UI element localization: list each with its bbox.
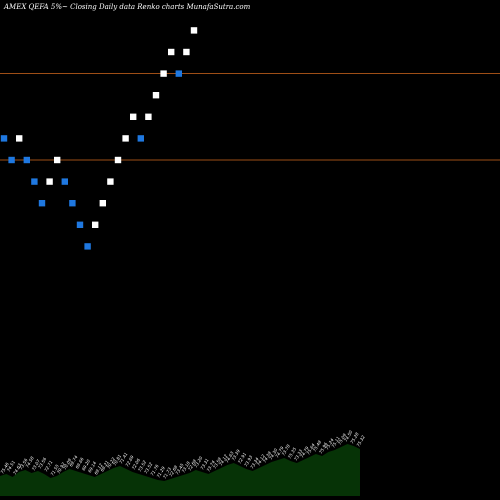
price-label: 71.73 — [162, 466, 172, 479]
price-label: 71.55 — [50, 463, 60, 476]
price-label: 73.56 — [37, 456, 47, 469]
price-label: 69.21 — [99, 459, 109, 472]
renko-brick-down — [23, 156, 30, 164]
price-label: 71.41 — [118, 451, 128, 464]
renko-bricks — [0, 27, 198, 250]
price-label: 71.29 — [156, 465, 166, 478]
price-label: 72.68 — [168, 464, 178, 477]
price-label: 73.07 — [31, 458, 41, 471]
price-label: 74.63 — [12, 462, 22, 475]
price-label: 74.58 — [25, 455, 35, 468]
price-label: 73.56 — [18, 457, 28, 470]
price-label: 69.12 — [93, 462, 103, 475]
price-label: 74.51 — [6, 459, 16, 472]
renko-brick-down — [8, 156, 15, 164]
price-label: 70.92 — [56, 461, 66, 474]
price-label: 73.52 — [143, 461, 153, 474]
renko-brick-down — [69, 200, 76, 207]
price-label: 73.74 — [206, 459, 216, 472]
price-label: 75.28 — [349, 431, 359, 444]
renko-brick-up — [107, 178, 114, 185]
price-label: 74.79 — [299, 445, 309, 458]
price-label: 73.18 — [181, 460, 191, 473]
renko-brick-down — [61, 178, 68, 185]
price-label: 73.34 — [249, 456, 259, 469]
price-label: 71.76 — [149, 463, 159, 476]
price-label: 72.06 — [131, 457, 141, 470]
price-label: 74.38 — [262, 450, 272, 463]
price-label: 73.45 — [174, 462, 184, 475]
price-label: 73.31 — [199, 457, 209, 470]
renko-brick-up — [99, 200, 106, 207]
price-label: 75.64 — [306, 442, 316, 455]
price-label: 73.39 — [231, 448, 241, 461]
price-label: 74.12 — [218, 453, 228, 466]
renko-brick-up — [54, 156, 61, 164]
price-label: 74.12 — [256, 453, 266, 466]
price-label: 72.71 — [43, 459, 53, 472]
renko-brick-down — [76, 221, 84, 228]
price-label: 73.78 — [281, 443, 291, 456]
price-label: 74.30 — [268, 447, 278, 460]
price-label: 73.52 — [137, 459, 147, 472]
renko-brick-up — [168, 48, 175, 56]
renko-brick-down — [31, 178, 38, 185]
renko-brick-down — [0, 135, 8, 142]
price-label: 70.81 — [112, 453, 122, 466]
price-label: 72.68 — [187, 458, 197, 471]
price-label: 69.74 — [68, 454, 78, 467]
price-label: 75.09 — [337, 432, 347, 445]
price-label: 70.22 — [106, 456, 116, 469]
price-label: 75.96 — [318, 441, 328, 454]
price-label: 72.69 — [124, 454, 134, 467]
renko-brick-up — [46, 178, 53, 185]
reference-lines — [0, 73, 500, 161]
price-label: 75.35 — [287, 446, 297, 459]
price-label: 75.32 — [356, 434, 366, 447]
price-label: 74.50 — [343, 429, 353, 442]
price-labels: 75.4674.5174.6373.5674.5873.0773.5672.71… — [0, 429, 366, 479]
renko-brick-up — [145, 113, 152, 120]
renko-brick-down — [38, 200, 46, 207]
renko-brick-down — [175, 70, 182, 77]
renko-brick-up — [152, 92, 160, 99]
price-label: 72.91 — [237, 451, 247, 464]
price-label: 73.58 — [212, 456, 222, 469]
renko-brick-up — [16, 135, 23, 142]
price-label: 75.24 — [324, 437, 334, 450]
renko-brick-up — [92, 221, 99, 228]
price-label: 75.48 — [312, 439, 322, 452]
price-label: 69.14 — [87, 460, 97, 473]
renko-brick-up — [190, 27, 198, 34]
price-label: 73.93 — [243, 454, 253, 467]
renko-brick-down — [84, 243, 91, 250]
price-label: 74.79 — [274, 445, 284, 458]
renko-brick-up — [130, 113, 137, 120]
price-label: 69.66 — [74, 456, 84, 469]
renko-brick-up — [114, 156, 122, 164]
volume-area — [0, 444, 360, 496]
price-label: 73.33 — [293, 448, 303, 461]
renko-brick-up — [160, 70, 167, 77]
price-label: 70.09 — [62, 457, 72, 470]
price-label: 74.63 — [224, 450, 234, 463]
renko-brick-down — [137, 135, 144, 142]
price-label: 69.20 — [81, 458, 91, 471]
renko-brick-up — [122, 135, 129, 142]
price-label: 75.11 — [331, 435, 341, 448]
chart-title: AMEX QEFA 5%~ Closing Daily data Renko c… — [3, 3, 251, 11]
renko-brick-up — [183, 48, 190, 56]
price-label: 73.20 — [193, 455, 203, 468]
price-label: 75.46 — [0, 461, 10, 474]
